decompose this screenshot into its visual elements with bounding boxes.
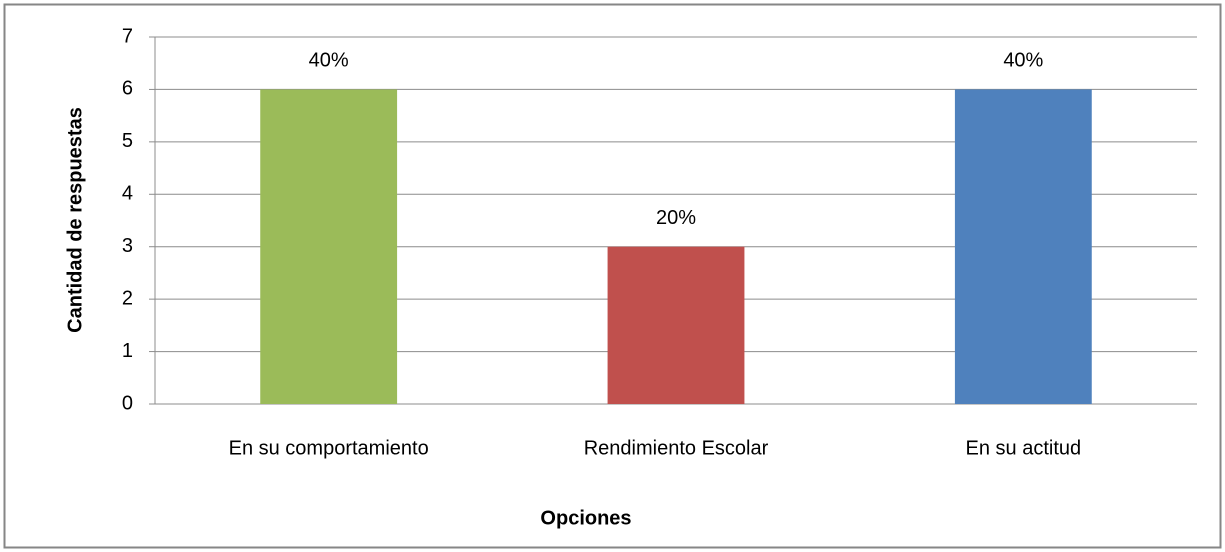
y-tick-label: 7: [122, 25, 133, 47]
y-tick-label: 3: [122, 235, 133, 257]
bar: [260, 89, 398, 404]
y-tick-label: 2: [122, 287, 133, 309]
y-tick-label: 4: [122, 183, 133, 205]
value-label: 40%: [309, 50, 349, 72]
bar: [607, 246, 745, 404]
x-tick-label: En su actitud: [966, 437, 1082, 459]
y-tick-label: 6: [122, 78, 133, 100]
x-tick-label: En su comportamiento: [229, 437, 429, 459]
x-tick-label: Rendimiento Escolar: [584, 437, 769, 459]
bar: [954, 89, 1092, 404]
value-label: 40%: [1003, 50, 1043, 72]
x-axis-title: Opciones: [540, 507, 631, 529]
y-tick-label: 0: [122, 392, 133, 414]
y-tick-label: 5: [122, 130, 133, 152]
value-label: 20%: [656, 207, 696, 229]
y-tick-label: 1: [122, 340, 133, 362]
y-axis-title: Cantidad de respuestas: [64, 107, 86, 333]
